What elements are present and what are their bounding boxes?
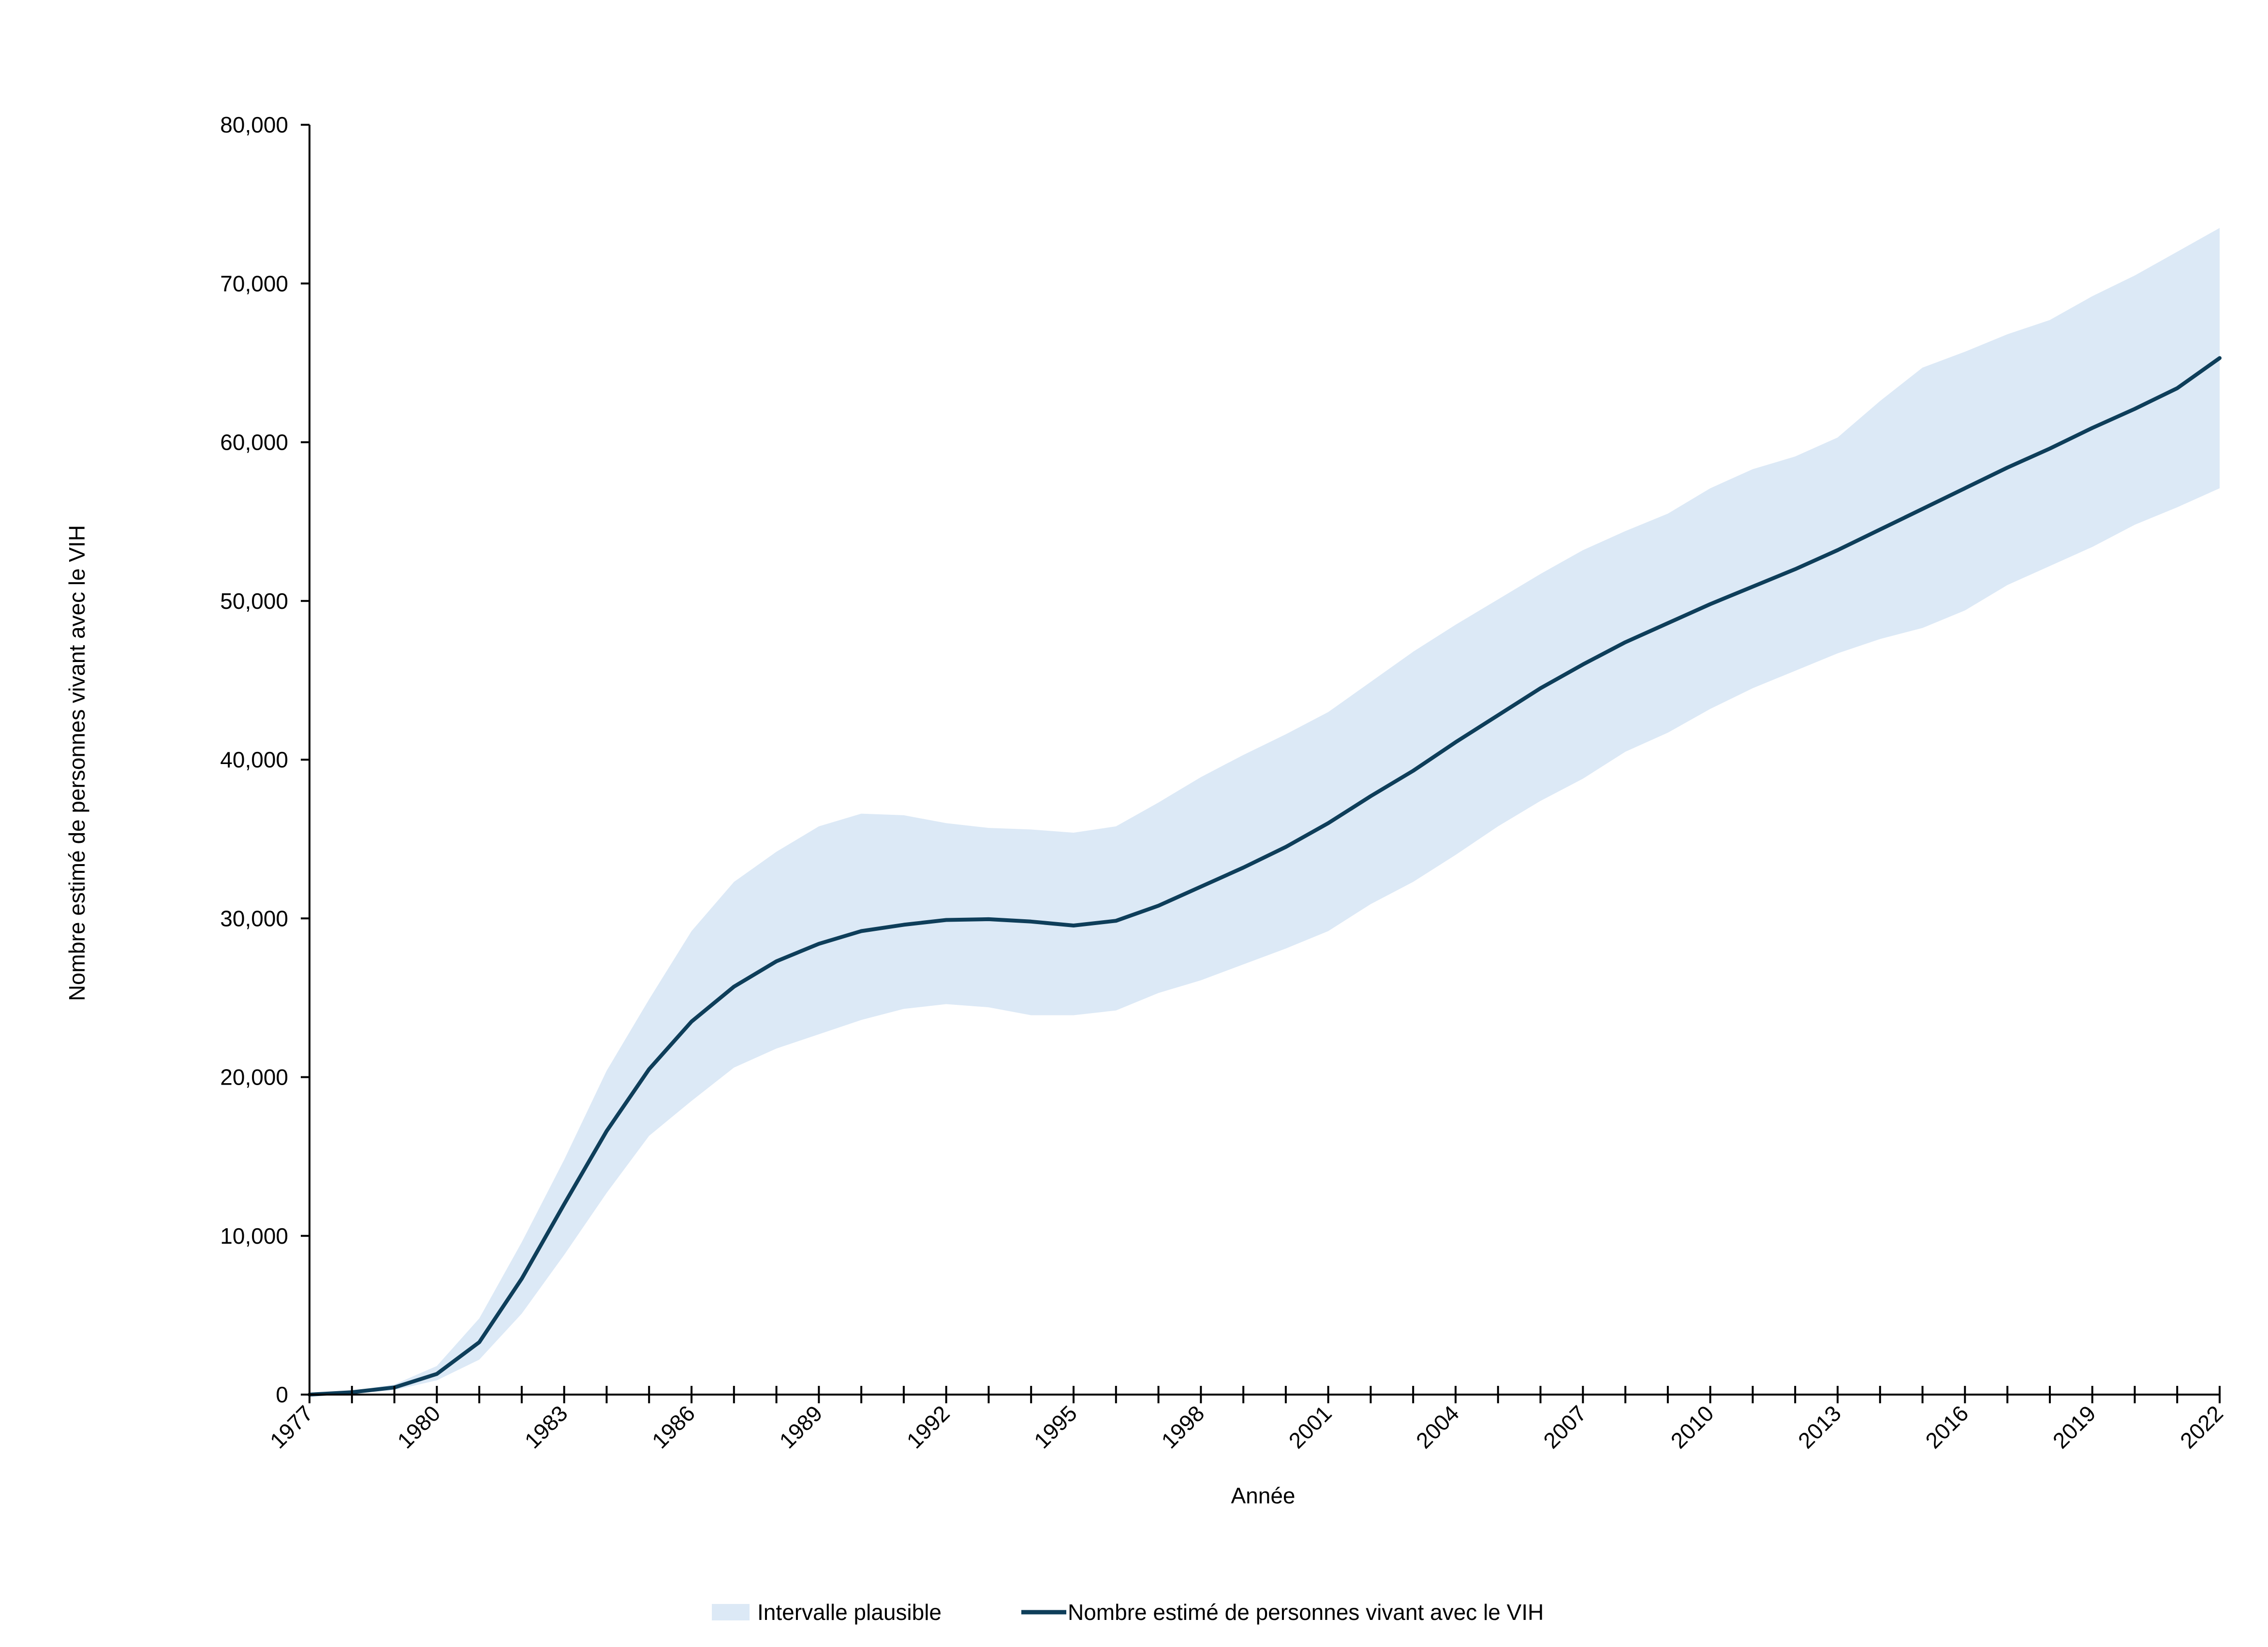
- x-axis-ticks: 1977 1980 1983 1986 1989 1992 1995 1998 2001 2004…: [265, 1386, 2228, 1453]
- y-tick-label: 30,000: [220, 906, 288, 931]
- x-tick-label: 2010: [1666, 1400, 1719, 1453]
- x-tick-label: 1989: [774, 1400, 827, 1453]
- y-tick-label: 60,000: [220, 430, 288, 455]
- y-tick-label: 0: [276, 1382, 288, 1407]
- x-tick-label: 2013: [1793, 1400, 1846, 1453]
- y-tick-label: 20,000: [220, 1065, 288, 1090]
- x-tick-label: 2001: [1284, 1400, 1337, 1453]
- legend: Intervalle plausible Nombre estimé de pe…: [712, 1600, 1544, 1625]
- y-axis-title: Nombre estimé de personnes vivant avec l…: [64, 525, 89, 1001]
- x-tick-label: 2016: [1920, 1400, 1973, 1453]
- x-tick-label: 1977: [265, 1400, 318, 1453]
- y-tick-label: 40,000: [220, 747, 288, 772]
- confidence-band-layer: [309, 228, 2220, 1395]
- y-tick-label: 80,000: [220, 112, 288, 137]
- x-tick-label: 2007: [1538, 1400, 1591, 1453]
- series-line-layer: [308, 356, 2222, 1397]
- x-tick-label: 1998: [1156, 1400, 1209, 1453]
- x-tick-label: 2004: [1411, 1400, 1464, 1453]
- x-tick-label: 1995: [1029, 1400, 1082, 1453]
- legend-line-label: Nombre estimé de personnes vivant avec l…: [1068, 1600, 1544, 1625]
- y-tick-label: 50,000: [220, 588, 288, 614]
- x-tick-label: 1980: [392, 1400, 445, 1453]
- y-axis-ticks: 0 10,000 20,000 30,000 40,000 50,000 60,000 70,…: [220, 112, 309, 1407]
- confidence-band: [309, 228, 2220, 1395]
- y-tick-label: 10,000: [220, 1223, 288, 1249]
- x-tick-label: 2022: [2175, 1400, 2228, 1453]
- y-tick-label: 70,000: [220, 271, 288, 296]
- x-tick-label: 1992: [902, 1400, 955, 1453]
- series-line: [308, 356, 2222, 1397]
- legend-band-swatch: [712, 1604, 750, 1620]
- x-tick-label: 1983: [520, 1400, 573, 1453]
- x-axis-title: Année: [1231, 1483, 1295, 1508]
- legend-band-label: Intervalle plausible: [757, 1600, 942, 1625]
- x-tick-label: 2019: [2048, 1400, 2101, 1453]
- x-tick-label: 1986: [647, 1400, 700, 1453]
